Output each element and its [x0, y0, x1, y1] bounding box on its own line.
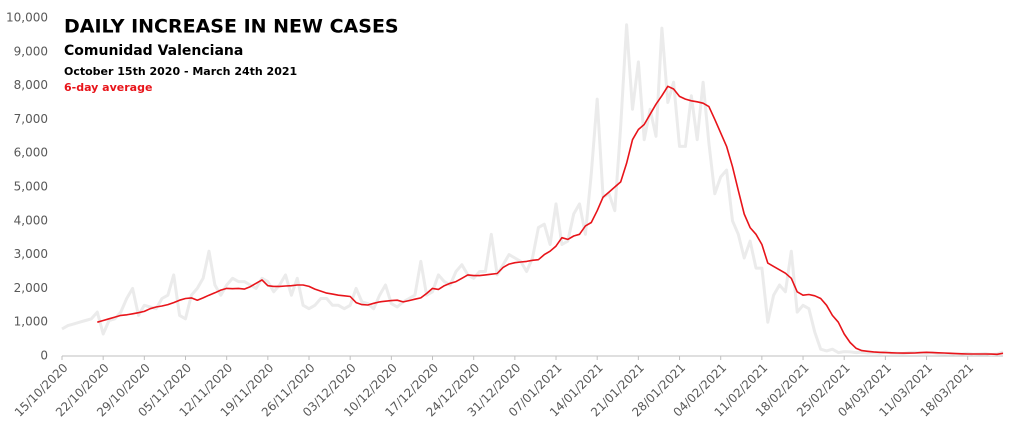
y-tick-label: 3,000: [14, 247, 48, 261]
y-tick-label: 6,000: [14, 146, 48, 160]
y-tick-label: 9,000: [14, 44, 48, 58]
y-tick-label: 0: [40, 349, 48, 363]
legend-label: 6-day average: [64, 81, 152, 94]
y-tick-label: 7,000: [14, 112, 48, 126]
y-tick-label: 5,000: [14, 180, 48, 194]
y-tick-label: 1,000: [14, 315, 48, 329]
series-line: [97, 85, 1004, 356]
chart-subtitle: Comunidad Valenciana: [64, 43, 243, 59]
y-tick-label: 2,000: [14, 281, 48, 295]
y-tick-label: 10,000: [6, 11, 48, 25]
y-tick-label: 8,000: [14, 78, 48, 92]
chart-title: DAILY INCREASE IN NEW CASES: [64, 16, 399, 38]
y-tick-label: 4,000: [14, 213, 48, 227]
date-range: October 15th 2020 - March 24th 2021: [64, 65, 297, 78]
